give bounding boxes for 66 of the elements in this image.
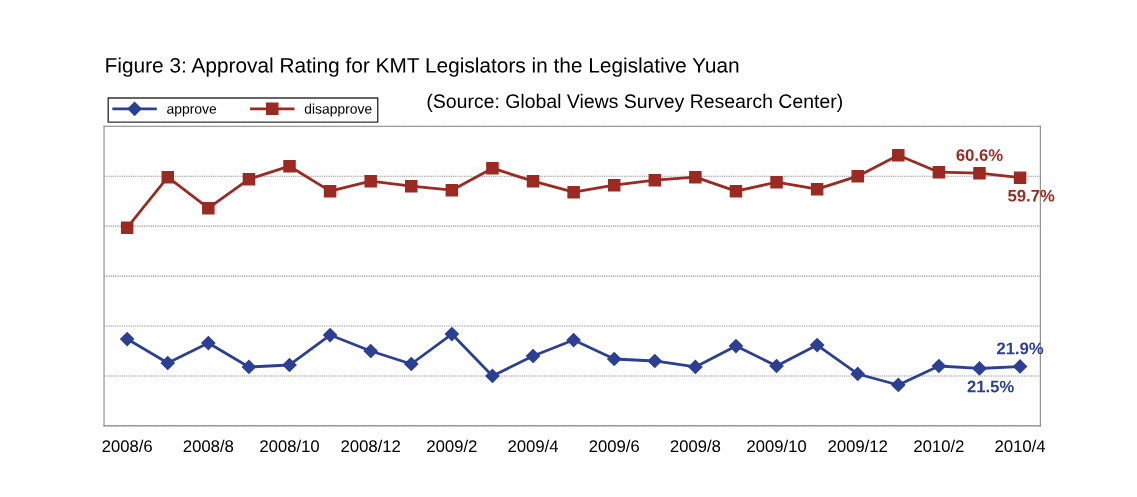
point xyxy=(323,327,338,343)
point xyxy=(607,351,622,367)
point xyxy=(486,161,499,175)
point xyxy=(323,184,337,198)
point xyxy=(932,165,946,179)
point xyxy=(1012,359,1028,374)
point xyxy=(201,335,216,351)
point xyxy=(729,184,743,198)
point xyxy=(566,332,581,348)
point xyxy=(607,178,621,192)
point xyxy=(283,159,296,173)
point xyxy=(892,148,905,162)
x-tick-label: 2009/10 xyxy=(747,439,807,453)
point xyxy=(770,175,783,189)
point xyxy=(688,359,703,375)
point xyxy=(689,170,702,184)
point xyxy=(364,174,377,188)
data-label: 21.9% xyxy=(997,342,1044,355)
point xyxy=(973,166,986,180)
point xyxy=(647,353,662,369)
x-tick-label: 2010/2 xyxy=(914,439,964,453)
x-tick-label: 2009/12 xyxy=(828,439,888,453)
data-label: 60.6% xyxy=(956,149,1003,161)
x-tick-label: 2009/6 xyxy=(589,439,639,453)
point xyxy=(810,337,825,353)
point xyxy=(851,169,864,183)
point xyxy=(242,172,256,186)
point xyxy=(445,183,459,197)
legend-label: disapprove xyxy=(304,103,372,117)
data-label: 59.7% xyxy=(1008,189,1055,202)
point xyxy=(161,170,175,184)
point xyxy=(972,361,987,376)
point xyxy=(525,348,541,364)
point xyxy=(769,358,784,374)
point xyxy=(282,357,297,373)
x-tick-label: 2010/4 xyxy=(995,439,1046,453)
x-tick-label: 2008/12 xyxy=(341,439,400,453)
point xyxy=(810,182,824,196)
x-tick-label: 2008/6 xyxy=(102,439,152,453)
x-tick-label: 2008/8 xyxy=(183,439,234,453)
x-tick-label: 2009/4 xyxy=(508,439,559,453)
chart-title: Figure 3: Approval Rating for KMT Legislators in the Legislative Yuan xyxy=(106,57,739,77)
point xyxy=(363,343,378,359)
point xyxy=(648,173,662,187)
point xyxy=(120,331,135,347)
data-label: 21.5% xyxy=(967,380,1014,393)
point xyxy=(202,201,215,215)
x-tick-label: 2009/2 xyxy=(427,439,477,453)
point xyxy=(405,179,418,193)
point xyxy=(891,377,906,393)
legend-label: approve xyxy=(167,106,217,117)
point xyxy=(1013,171,1027,184)
point xyxy=(241,359,257,375)
point xyxy=(120,221,134,234)
point xyxy=(931,358,946,374)
point xyxy=(567,185,580,199)
point xyxy=(160,355,175,371)
point xyxy=(485,368,500,384)
point xyxy=(850,366,865,382)
x-tick-label: 2009/8 xyxy=(670,439,721,453)
text: (Source: Global Views Survey Research Center) xyxy=(427,93,842,112)
point xyxy=(728,338,744,354)
point xyxy=(444,326,459,342)
x-tick-label: 2008/10 xyxy=(260,439,319,453)
point xyxy=(404,356,419,372)
point xyxy=(526,174,540,188)
